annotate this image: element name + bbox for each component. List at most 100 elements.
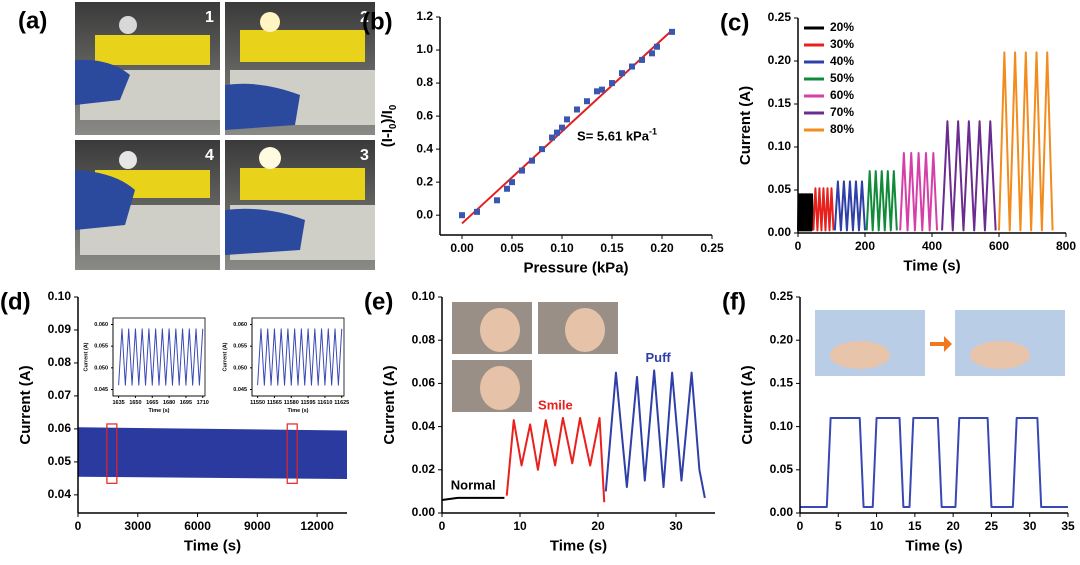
series-label: Normal [451, 477, 496, 492]
x-tick-label: 400 [922, 239, 942, 253]
legend-label: 30% [830, 37, 854, 51]
y-axis-label: Current (A) [17, 365, 34, 444]
x-tick-label: 30 [669, 519, 683, 533]
panel-label: (a) [18, 7, 47, 34]
x-tick-label: 0 [439, 519, 446, 533]
panel-label: (b) [362, 8, 393, 35]
y-axis-label: Current (A) [737, 86, 754, 165]
panel: 0 200 400 600 800 0.00 0.05 0.10 0.15 0.20 0.25 Tim… [720, 9, 1076, 274]
x-tick-label: 0 [797, 519, 804, 533]
y-tick-label: 0.07 [48, 388, 72, 402]
x-axis-label: Time (s) [550, 538, 607, 555]
line [941, 120, 997, 232]
point [564, 116, 570, 123]
x-tick-label: 9000 [244, 519, 271, 533]
x-tick-label: 11595 [301, 400, 316, 406]
y-tick-label: 0.045 [233, 387, 247, 393]
point [554, 129, 560, 136]
panel: 0.00 0.05 0.10 0.15 0.20 0.25 0.0 0.2 0.4 0.6 0.8 1… [362, 8, 724, 276]
y-tick-label: 0.055 [94, 344, 108, 350]
point [529, 157, 535, 164]
line [604, 369, 706, 499]
panel: 11550 11565 11580 11595 11610 11625 0.045 0.050… [222, 317, 349, 414]
point [599, 86, 605, 93]
y-axis-label-part: 0 [388, 123, 399, 129]
photo-number: 4 [205, 147, 214, 164]
y-tick-label: 1.2 [416, 9, 433, 23]
panel-label: (e) [364, 288, 393, 315]
y-tick-label: 0.050 [233, 365, 247, 371]
y-tick-label: 0.20 [770, 332, 794, 346]
point [619, 70, 625, 77]
point [459, 212, 465, 219]
y-axis-label: Current (A) [381, 365, 398, 444]
annotation-text: S= 5.61 kPa [577, 129, 650, 144]
point [574, 106, 580, 113]
line [257, 328, 343, 386]
x-tick-label: 10 [870, 519, 884, 533]
x-axis-label: Time (s) [903, 258, 960, 275]
line [833, 180, 866, 232]
line [797, 193, 814, 232]
y-axis-label: Current (A) [739, 365, 756, 444]
photo [75, 140, 220, 270]
x-axis-label: Time (s) [905, 538, 962, 555]
y-tick-label: 0.15 [768, 96, 792, 110]
legend-label: 40% [830, 54, 854, 68]
x-tick-label: 800 [1056, 239, 1076, 253]
y-tick-label: 1.0 [416, 42, 433, 56]
x-tick-label: 12000 [300, 519, 334, 533]
y-tick-label: 0.8 [416, 75, 433, 89]
x-tick-label: 11625 [334, 400, 349, 406]
x-tick-label: 15 [908, 519, 922, 533]
y-tick-label: 0.2 [416, 174, 433, 188]
legend-label: 60% [830, 88, 854, 102]
x-tick-label: 1635 [112, 400, 124, 406]
y-axis-label: (I-I0)/I0 [379, 104, 399, 147]
x-tick-label: 11580 [284, 400, 299, 406]
y-tick-label: 0.05 [770, 462, 794, 476]
point [559, 124, 565, 131]
y-tick-label: 0.6 [416, 108, 433, 122]
x-tick-label: 3000 [124, 519, 151, 533]
band [78, 427, 347, 480]
x-tick-label: 0.05 [500, 241, 524, 255]
x-tick-label: 1695 [180, 400, 192, 406]
x-tick-label: 20 [591, 519, 605, 533]
photo [225, 2, 375, 135]
x-tick-label: 1710 [197, 400, 209, 406]
y-tick-label: 0.20 [768, 53, 792, 67]
x-tick-label: 10 [513, 519, 527, 533]
legend-label: 80% [830, 122, 854, 136]
x-tick-label: 0.10 [550, 241, 574, 255]
y-axis-label: Current (A) [222, 342, 228, 371]
x-tick-label: 0.20 [650, 241, 674, 255]
photo-number: 2 [360, 9, 369, 26]
legend-label: 20% [830, 20, 854, 34]
panel: Normal Smile Puff 0 10 20 30 0.00 0.02 0.04 0.06 0.… [364, 288, 715, 555]
point [669, 28, 675, 35]
photo-grid: (a) 1 2 4 3 [18, 2, 375, 270]
y-tick-label: 0.10 [768, 139, 792, 153]
panel-label: (c) [720, 9, 749, 36]
x-axis-label: Time (s) [184, 538, 241, 555]
point [584, 98, 590, 105]
panel: 0 3000 6000 9000 12000 0.04 0.05 0.06 0.07 0.08 0.… [0, 288, 347, 555]
x-tick-label: 0 [75, 519, 82, 533]
y-tick-label: 0.4 [416, 141, 433, 155]
x-tick-label: 0.25 [700, 241, 724, 255]
line [118, 328, 204, 386]
y-tick-label: 0.25 [770, 289, 794, 303]
series-label: Smile [538, 397, 573, 412]
line [812, 187, 835, 232]
line [998, 51, 1054, 232]
y-tick-label: 0.04 [412, 419, 436, 433]
photo-number: 3 [360, 147, 369, 164]
series-label: Puff [645, 350, 671, 365]
panel: 0 5 10 15 20 25 30 35 0.00 0.05 0.10 0.15 0.20 0.25 Ti… [722, 288, 1075, 554]
y-axis-label-part: 0 [388, 104, 399, 110]
y-tick-label: 0.05 [768, 182, 792, 196]
x-tick-label: 1665 [146, 400, 158, 406]
x-axis-label: Time (s) [288, 408, 309, 414]
y-tick-label: 0.10 [412, 289, 436, 303]
